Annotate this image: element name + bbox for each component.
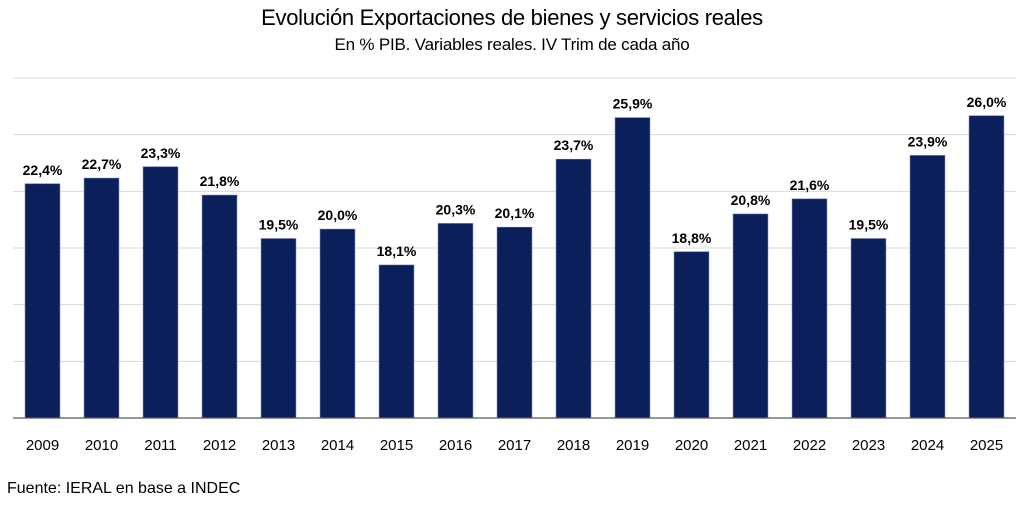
bar-2013 — [260, 238, 297, 419]
bar-2025 — [968, 115, 1005, 419]
data-label: 21,6% — [790, 177, 830, 193]
x-tick-label: 2022 — [793, 437, 826, 454]
x-tick-label: 2011 — [144, 437, 176, 454]
bar-2020 — [673, 251, 710, 419]
x-tick-label: 2010 — [85, 437, 118, 454]
data-label: 19,5% — [849, 217, 889, 233]
x-tick-label: 2017 — [498, 437, 531, 454]
x-tick-label: 2013 — [262, 437, 295, 454]
x-tick-label: 2009 — [26, 437, 59, 454]
data-label: 22,4% — [23, 162, 63, 178]
bar-2021 — [732, 213, 769, 419]
x-tick-label: 2023 — [852, 437, 885, 454]
bars — [24, 115, 1005, 419]
bar-2012 — [201, 194, 238, 419]
bar-2014 — [319, 228, 356, 419]
bar-2018 — [555, 158, 592, 419]
x-tick-label: 2012 — [203, 437, 236, 454]
data-label: 21,8% — [200, 173, 240, 189]
bar-2010 — [83, 177, 120, 419]
data-label: 18,1% — [377, 243, 417, 259]
data-label: 20,1% — [495, 205, 535, 221]
bar-2019 — [614, 117, 651, 419]
x-axis-ticks: 2009 2010 2011 2012 2013 2014 2015 2016 2017 2018… — [26, 437, 1003, 454]
data-label: 22,7% — [82, 156, 122, 172]
source-note: Fuente: IERAL en base a INDEC — [7, 480, 241, 497]
data-label: 23,3% — [141, 145, 181, 161]
bar-2024 — [909, 155, 946, 419]
x-tick-label: 2025 — [970, 437, 1003, 454]
x-tick-label: 2019 — [616, 437, 649, 454]
x-tick-label: 2020 — [675, 437, 708, 454]
data-label: 25,9% — [613, 96, 653, 112]
x-tick-label: 2021 — [734, 437, 767, 454]
bar-2017 — [496, 226, 533, 419]
bar-2023 — [850, 238, 887, 419]
data-label: 18,8% — [672, 230, 712, 246]
x-tick-label: 2015 — [380, 437, 413, 454]
x-tick-label: 2016 — [439, 437, 472, 454]
data-label: 20,8% — [731, 192, 771, 208]
bar-chart: 22,4% 22,7% 23,3% 21,8% 19,5% 20,0% 18,1% 20,3%… — [13, 77, 1016, 454]
bar-2009 — [24, 183, 61, 419]
data-label: 19,5% — [259, 217, 299, 233]
data-label: 23,7% — [554, 137, 594, 153]
data-label: 20,0% — [318, 207, 358, 223]
data-label: 23,9% — [908, 133, 948, 149]
bar-2022 — [791, 198, 828, 419]
bar-2015 — [378, 264, 415, 419]
data-labels: 22,4% 22,7% 23,3% 21,8% 19,5% 20,0% 18,1% 20,3%… — [23, 94, 1007, 259]
chart-subtitle: En % PIB. Variables reales. IV Trim de c… — [334, 35, 690, 54]
bar-2011 — [142, 166, 179, 419]
x-tick-label: 2018 — [557, 437, 590, 454]
bar-2016 — [437, 223, 474, 419]
x-tick-label: 2014 — [321, 437, 354, 454]
x-tick-label: 2024 — [911, 437, 944, 454]
data-label: 26,0% — [967, 94, 1007, 110]
data-label: 20,3% — [436, 201, 476, 217]
chart-title: Evolución Exportaciones de bienes y serv… — [261, 5, 763, 30]
